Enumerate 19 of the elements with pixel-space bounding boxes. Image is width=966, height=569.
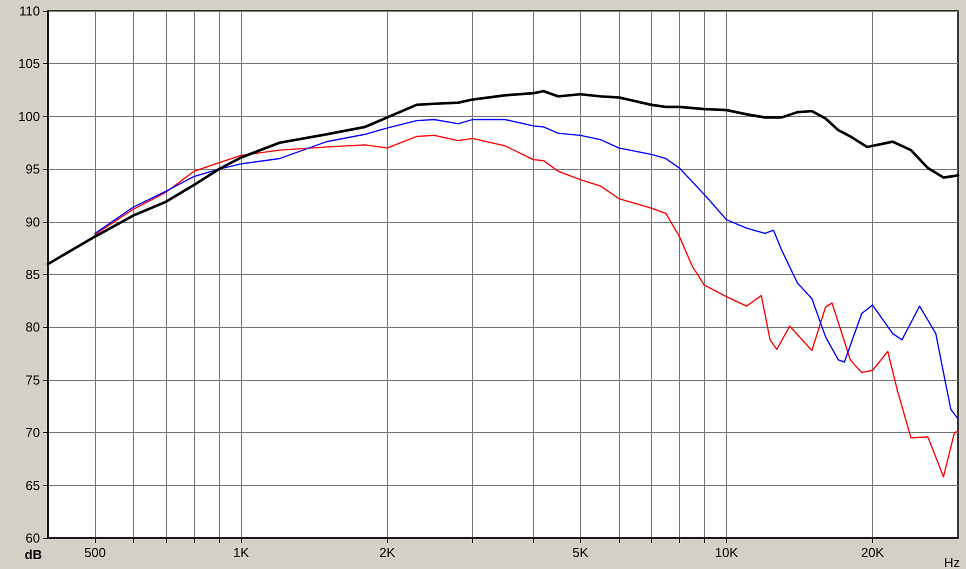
x-tick-label: 10K <box>714 545 738 560</box>
y-tick-label: 75 <box>26 372 40 388</box>
y-axis-title: dB <box>24 547 42 562</box>
y-tick-label: 60 <box>26 530 40 546</box>
x-tick-label: 20K <box>860 545 884 560</box>
y-tick-label: 70 <box>26 425 40 440</box>
x-axis-title: Hz <box>944 555 960 569</box>
y-tick-label: 105 <box>18 56 40 72</box>
x-tick-label: 5K <box>572 545 589 560</box>
y-tick-label: 85 <box>26 267 40 282</box>
y-tick-label: 90 <box>26 214 40 230</box>
x-tick-label: 1K <box>233 545 250 560</box>
x-tick-label: 2K <box>379 545 396 560</box>
y-tick-label: 65 <box>26 478 40 493</box>
y-tick-label: 95 <box>26 162 40 177</box>
y-tick-label: 110 <box>19 4 40 18</box>
x-tick-label: 500 <box>84 545 106 560</box>
y-tick-label: 80 <box>26 320 40 335</box>
y-tick-label: 100 <box>18 108 40 124</box>
